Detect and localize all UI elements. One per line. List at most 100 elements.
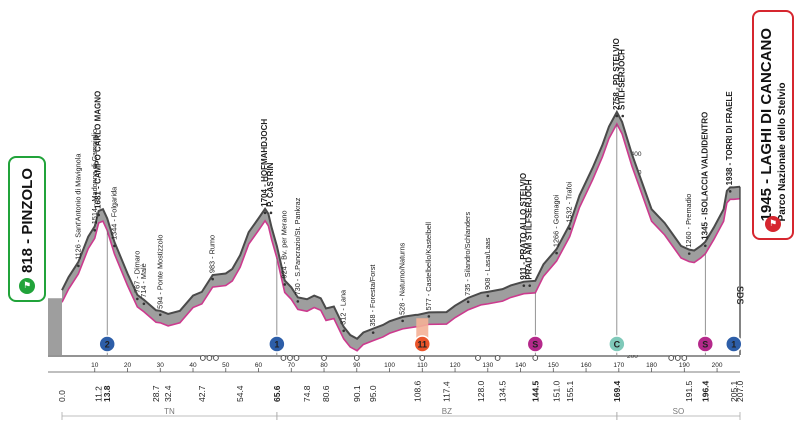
- finish-flag-icon: ⚑: [765, 216, 781, 232]
- axis-tick-label: 170: [613, 362, 624, 369]
- axis-tick-label: 100: [384, 362, 395, 369]
- pass-dot: [703, 244, 707, 248]
- pass-dot: [97, 213, 100, 217]
- km-label: 128.0: [476, 380, 486, 402]
- marker-label: S: [532, 340, 538, 350]
- pass-label: 1344 - Folgarida: [109, 186, 118, 240]
- pass-label: 714 - Malè: [139, 263, 148, 297]
- axis-tick-label: 50: [222, 362, 230, 369]
- km-label: 54.4: [235, 385, 245, 402]
- km-label: 0.0: [57, 390, 67, 402]
- small-point-icon: [419, 355, 426, 361]
- region-bands: TN BZ SO: [61, 407, 741, 420]
- pass-labels: 1126 - Sant'Antonio di Mavignola 1514 - M…: [73, 38, 734, 334]
- pass-label: 735 - Silandro/Schlanders: [463, 212, 472, 296]
- pass-label: 1514 - Madonna di Campiglio: [90, 129, 99, 224]
- sds-label: SDS: [735, 286, 745, 305]
- pass-dot: [93, 228, 97, 232]
- pass-label: 1938 - TORRI DI FRAELE: [725, 91, 734, 186]
- pass-label: 577 - Castelbello/Kastelbell: [424, 222, 433, 311]
- start-flag-icon: ⚑: [19, 278, 35, 294]
- axis-tick-label: 110: [417, 362, 428, 369]
- pass-dot: [142, 302, 146, 306]
- small-point-icon: [321, 355, 327, 361]
- km-label: 191.5: [684, 380, 694, 402]
- pass-dot: [342, 329, 345, 333]
- axis-tick-label: 160: [581, 362, 592, 369]
- marker-cima-icon: [608, 335, 626, 353]
- axis-tick-label: 90: [353, 362, 361, 369]
- marker-label: C: [614, 340, 621, 350]
- axis-tick-label: 60: [255, 362, 263, 369]
- km-label: 11.2: [94, 386, 104, 402]
- axis-tick-label: 30: [157, 362, 165, 369]
- km-label: 42.7: [197, 385, 207, 402]
- small-point-icon: [206, 355, 213, 361]
- small-point-icon: [494, 355, 501, 361]
- pass-dot: [136, 297, 139, 301]
- km-label: 95.0: [368, 385, 378, 402]
- axis-tick-label: 130: [482, 362, 493, 369]
- pass-label: 983 - Rumo: [208, 235, 217, 273]
- marker-label: S: [702, 340, 708, 350]
- profile-base: [62, 112, 740, 355]
- marker-sprint-icon: [526, 335, 545, 353]
- elevation-profile: [48, 109, 741, 357]
- pass-dot: [528, 284, 532, 287]
- km-label: 65.6: [272, 385, 282, 402]
- finish-label: 1945 - LAGHI DI CANCANO: [758, 28, 775, 222]
- small-point-icon: [681, 355, 688, 361]
- pass-dot: [568, 227, 571, 230]
- km-label: 205.1: [729, 380, 739, 402]
- distance-axis: 10 20 30 40 50 60 70 80 90 100 110 120 130 140 150 160 1…: [48, 362, 740, 373]
- start-name: PINZOLO: [18, 168, 36, 235]
- markers: 2 1 11 S C S 1: [98, 318, 743, 361]
- marker-label: 11: [418, 340, 428, 350]
- pass-label: 312 - Lana: [339, 289, 348, 325]
- km-label: 169.4: [612, 380, 622, 402]
- start-altitude: 818: [18, 248, 36, 274]
- small-point-icon: [213, 355, 219, 361]
- pass-label: 767 - Dimaro: [132, 251, 141, 293]
- pass-dot: [77, 264, 80, 268]
- pass-label: 2758 - PD STELVIO: [612, 38, 621, 110]
- pass-dot: [522, 284, 526, 287]
- pass-label: P. CASTRIN: [266, 162, 275, 207]
- km-label: 151.0: [552, 380, 562, 402]
- small-point-icon: [532, 355, 539, 361]
- axis-tick-label: 120: [450, 362, 461, 369]
- km-label: 134.5: [498, 380, 508, 402]
- pass-label: 1126 - Sant'Antonio di Mavignola: [73, 153, 82, 260]
- km-label: 80.6: [321, 385, 331, 402]
- axis-tick-label: 20: [124, 362, 132, 369]
- marker-label: 2: [105, 340, 110, 350]
- small-point-icon: [293, 355, 300, 361]
- pass-dot: [296, 300, 300, 303]
- region-label: TN: [164, 407, 175, 416]
- pass-dot: [283, 283, 287, 286]
- axis-tick-label: 140: [515, 362, 526, 369]
- km-label: 117.4: [442, 381, 452, 402]
- finish-label-box: 1945 - LAGHI DI CANCANO Parco Nazionale …: [752, 10, 794, 240]
- region-label: SO: [673, 407, 685, 416]
- feed-zone-band: [416, 318, 429, 338]
- km-label: 32.4: [163, 385, 173, 402]
- pass-dot: [466, 300, 470, 304]
- km-labels: 0.0 11.213.8 28.7 32.4 42.7 54.4 65.6 74.8 80.6 9…: [57, 380, 745, 402]
- start-label-box: 818 - PINZOLO ⚑: [8, 156, 46, 302]
- pass-label: 1532 - Trafoi: [565, 181, 574, 222]
- axis-tick-label: 190: [679, 362, 690, 369]
- km-label: 108.6: [413, 380, 423, 402]
- finish-texts: 1945 - LAGHI DI CANCANO Parco Nazionale …: [758, 28, 788, 221]
- pass-dot: [113, 244, 116, 248]
- pass-dot: [687, 252, 691, 255]
- small-point-icon: [199, 355, 206, 361]
- pass-label: 911 - PRATO ALLO STELVIO: [519, 173, 528, 280]
- marker-gpm-icon: [98, 335, 116, 353]
- pass-label: 1704 - HOFMAHDJOCH: [260, 119, 269, 207]
- start-edge-bar: [48, 298, 62, 355]
- pass-label: 730 - S.Pancrazio/St. Pankraz: [293, 197, 302, 295]
- pass-label: 358 - Foresta/Forst: [368, 265, 377, 327]
- axis-tick-label: 180: [646, 362, 657, 369]
- km-label: 196.4: [700, 380, 710, 402]
